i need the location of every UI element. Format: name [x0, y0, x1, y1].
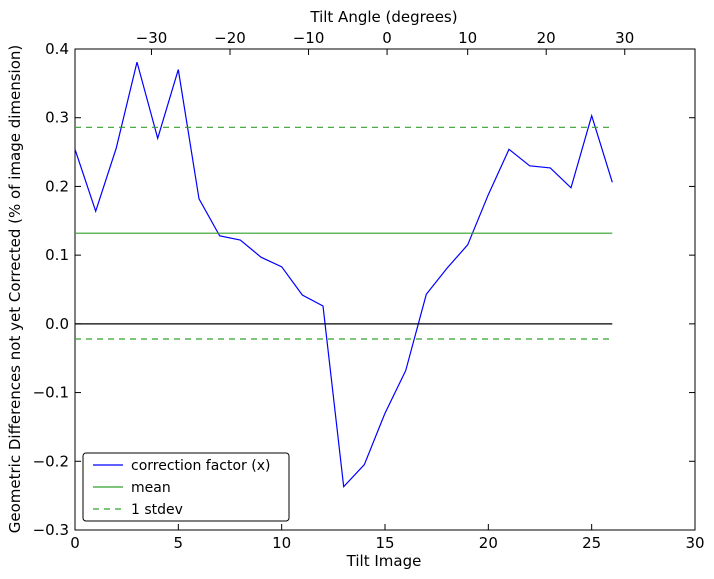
x-tick-label: 20	[479, 534, 498, 552]
y-tick-label: 0.1	[45, 246, 69, 264]
y-tick-label: 0.4	[45, 40, 69, 58]
top-x-tick-label: 0	[382, 29, 392, 47]
top-axis-title: Tilt Angle (degrees)	[309, 8, 457, 26]
y-tick-label: −0.3	[33, 521, 69, 539]
x-tick-label: 5	[174, 534, 184, 552]
top-x-tick-label: 20	[537, 29, 556, 47]
legend-box	[82, 452, 290, 522]
y-tick-label: −0.1	[33, 384, 69, 402]
x-tick-label: 15	[375, 534, 394, 552]
y-tick-label: −0.2	[33, 452, 69, 470]
y-tick-label: 0.3	[45, 109, 69, 127]
x-axis-title: Tilt Image	[346, 552, 422, 570]
x-tick-label: 0	[70, 534, 80, 552]
top-x-tick-label: −10	[293, 29, 325, 47]
top-x-tick-label: −30	[136, 29, 168, 47]
y-tick-label: 0.2	[45, 177, 69, 195]
series-correction-factor-x	[74, 61, 613, 489]
x-tick-label: 30	[685, 534, 704, 552]
legend-label: 1 stdev	[131, 502, 183, 518]
legend-label: correction factor (x)	[131, 458, 270, 474]
y-axis-title: Geometric Differences not yet Corrected …	[6, 45, 24, 534]
top-x-tick-label: 10	[458, 29, 477, 47]
x-tick-label: 25	[582, 534, 601, 552]
top-x-tick-label: 30	[615, 29, 634, 47]
y-tick-label: 0.0	[45, 315, 69, 333]
legend-label: mean	[131, 480, 171, 496]
top-x-tick-label: −20	[214, 29, 246, 47]
x-tick-label: 10	[272, 534, 291, 552]
